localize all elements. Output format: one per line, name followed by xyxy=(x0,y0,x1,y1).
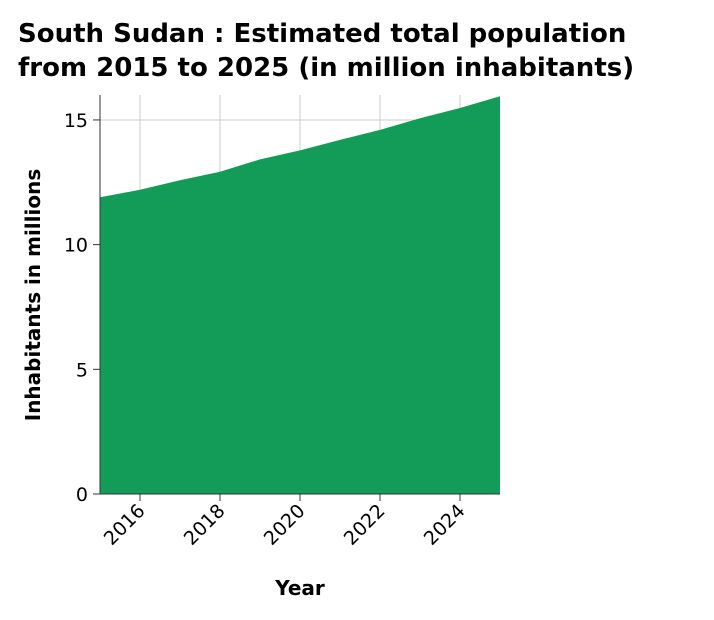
x-tick-label: 2020 xyxy=(260,500,310,550)
x-tick-label: 2024 xyxy=(420,500,470,550)
x-tick-label: 2022 xyxy=(340,500,390,550)
chart-title-line-2: from 2015 to 2025 (in million inhabitant… xyxy=(18,53,634,83)
x-tick-label: 2018 xyxy=(180,500,230,550)
population-area xyxy=(100,96,500,494)
y-tick-label: 5 xyxy=(76,359,88,381)
y-tick-label: 15 xyxy=(64,110,88,132)
y-axis-label: Inhabitants in millions xyxy=(21,169,45,422)
x-axis-label: Year xyxy=(274,576,325,600)
chart-title-line-1: South Sudan : Estimated total population xyxy=(18,19,626,49)
y-tick-label: 0 xyxy=(76,484,88,506)
plot-area xyxy=(100,96,500,494)
y-axis-ticks: 0 5 10 15 xyxy=(64,110,100,506)
x-tick-label: 2016 xyxy=(100,500,150,550)
x-axis-ticks: 2016 2018 2020 2022 2024 xyxy=(100,494,470,550)
y-tick-label: 10 xyxy=(64,235,88,257)
